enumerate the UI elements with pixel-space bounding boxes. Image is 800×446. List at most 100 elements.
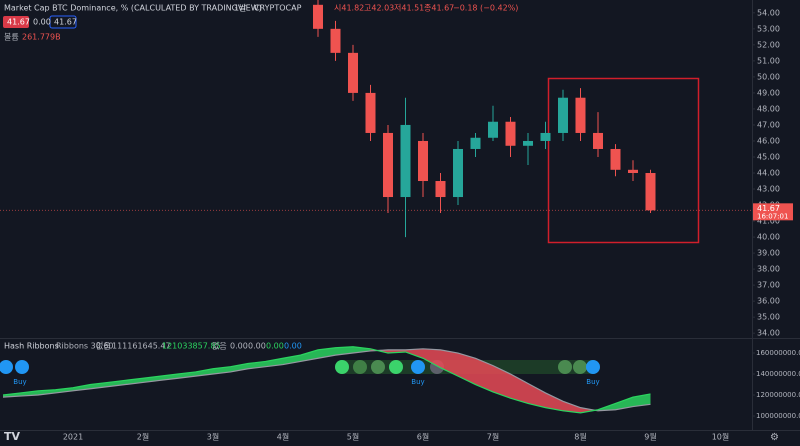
x-tick-label: 6월 bbox=[417, 432, 429, 442]
ohlc-value: −0.18 (−0.42%) bbox=[453, 4, 518, 13]
interval[interactable]: 1날 bbox=[234, 3, 247, 13]
y-tick-label: 140000000.00 bbox=[756, 370, 800, 378]
source: CRYPTOCAP bbox=[254, 4, 302, 13]
buy-label: Buy bbox=[411, 378, 424, 386]
badge bbox=[3, 16, 29, 28]
candle-body bbox=[558, 97, 568, 133]
y-tick-label: 51.00 bbox=[757, 56, 780, 65]
y-tick-label: 38.00 bbox=[757, 265, 780, 274]
indicator-value: 0.00 bbox=[230, 342, 248, 351]
y-tick-label: 54.00 bbox=[757, 8, 780, 17]
y-tick-label: 44.00 bbox=[757, 169, 780, 178]
countdown: 16:07:01 bbox=[757, 212, 788, 220]
x-tick-label: 9월 bbox=[644, 432, 656, 442]
buy-label: Buy bbox=[13, 378, 26, 386]
y-tick-label: 34.00 bbox=[757, 329, 780, 338]
badge-text: 41.67 bbox=[54, 18, 77, 27]
y-tick-label: 160000000.00 bbox=[756, 349, 800, 357]
y-tick-label: 49.00 bbox=[757, 88, 780, 97]
x-tick-label: 3월 bbox=[207, 432, 219, 442]
candle-body bbox=[575, 97, 586, 133]
buy-dot bbox=[586, 360, 600, 374]
indicator-value: 0.00 bbox=[284, 342, 302, 351]
ribbon-fill bbox=[458, 353, 476, 385]
candle-body bbox=[365, 92, 376, 133]
y-tick-label: 120000000.00 bbox=[756, 391, 800, 399]
signal-dot bbox=[335, 360, 349, 374]
candles bbox=[313, 0, 656, 238]
ribbon-fill bbox=[230, 363, 248, 372]
highlight-box bbox=[547, 77, 700, 244]
buy-dot bbox=[15, 360, 29, 374]
signal-dot bbox=[353, 360, 367, 374]
ohlc-value: 저41.51 bbox=[394, 4, 424, 13]
candle-body bbox=[418, 140, 428, 182]
signal-dot bbox=[389, 360, 403, 374]
x-tick-label: 8월 bbox=[574, 432, 586, 442]
y-tick-label: 36.00 bbox=[757, 297, 780, 306]
badge-text: 0.00 bbox=[33, 18, 51, 27]
candle-body bbox=[610, 148, 621, 170]
logo[interactable]: TV bbox=[4, 430, 21, 443]
y-tick-label: 41.00 bbox=[757, 217, 780, 226]
y-tick-label: 45.00 bbox=[757, 152, 780, 161]
ribbon-fill bbox=[493, 365, 511, 399]
ribbon-fill bbox=[615, 397, 633, 410]
y-tick-label: 35.00 bbox=[757, 313, 780, 322]
buy-dot bbox=[411, 360, 425, 374]
candle-body bbox=[313, 4, 323, 29]
candle-body bbox=[523, 140, 533, 146]
x-tick-label: 10월 bbox=[712, 432, 730, 442]
signal-dot bbox=[558, 360, 572, 374]
candle-body bbox=[505, 121, 516, 146]
y-tick-label: 40.00 bbox=[757, 233, 780, 242]
indicator-value: 121033857.85 bbox=[162, 342, 221, 351]
candle-body bbox=[383, 132, 393, 198]
x-tick-label: 2021 bbox=[63, 433, 83, 442]
candle-body bbox=[348, 52, 358, 93]
ribbon-fill bbox=[405, 348, 423, 359]
chart-title: Market Cap BTC Dominance, % (CALCULATED … bbox=[4, 4, 262, 13]
indicator-line bbox=[2, 348, 651, 412]
ribbon-fill bbox=[475, 358, 493, 392]
indicator-value: 111161645.47 bbox=[112, 342, 171, 351]
x-tick-label: 7월 bbox=[487, 432, 499, 442]
badge-text: 41.67 bbox=[7, 18, 30, 27]
signal-dot bbox=[573, 360, 587, 374]
indicator-params: Ribbons 30 60 bbox=[56, 342, 114, 351]
x-tick-label: 2월 bbox=[137, 432, 149, 442]
candle-body bbox=[330, 28, 341, 53]
y-tick-label: 52.00 bbox=[757, 40, 780, 49]
candle-body bbox=[593, 132, 603, 149]
ribbon-fill bbox=[528, 383, 546, 408]
buy-label: Buy bbox=[586, 378, 599, 386]
y-tick-label: 39.00 bbox=[757, 249, 780, 258]
ribbon-fill bbox=[423, 348, 441, 368]
indicator-value: 0.00 bbox=[248, 342, 266, 351]
candle-body bbox=[645, 173, 656, 211]
candle-body bbox=[453, 148, 463, 198]
candle-body bbox=[400, 124, 411, 198]
y-tick-label: 46.00 bbox=[757, 136, 780, 145]
ohlc-value: 종41.67 bbox=[424, 4, 454, 13]
y-tick-label: 50.00 bbox=[757, 72, 780, 81]
badge bbox=[49, 15, 77, 29]
indicator-value: 0.00 bbox=[266, 342, 284, 351]
y-tick-label: 48.00 bbox=[757, 104, 780, 113]
last-price-box bbox=[753, 203, 793, 221]
x-tick-label: 4월 bbox=[277, 432, 289, 442]
y-tick-label: 100000000.00 bbox=[756, 412, 800, 420]
ohlc-value: 고42.03 bbox=[364, 4, 394, 13]
signal-dots bbox=[0, 360, 600, 374]
settings-icon[interactable]: ⚙ bbox=[770, 432, 779, 443]
indicator-line bbox=[2, 346, 651, 414]
volume-label: 볼륨 bbox=[4, 32, 19, 42]
candle-body bbox=[488, 121, 498, 138]
y-tick-label: 43.00 bbox=[757, 185, 780, 194]
ribbon-fill bbox=[545, 392, 563, 411]
volume-value: 261.779B bbox=[22, 33, 61, 42]
indicator-value: 없음 bbox=[212, 342, 227, 351]
ribbon-fill bbox=[633, 393, 651, 407]
